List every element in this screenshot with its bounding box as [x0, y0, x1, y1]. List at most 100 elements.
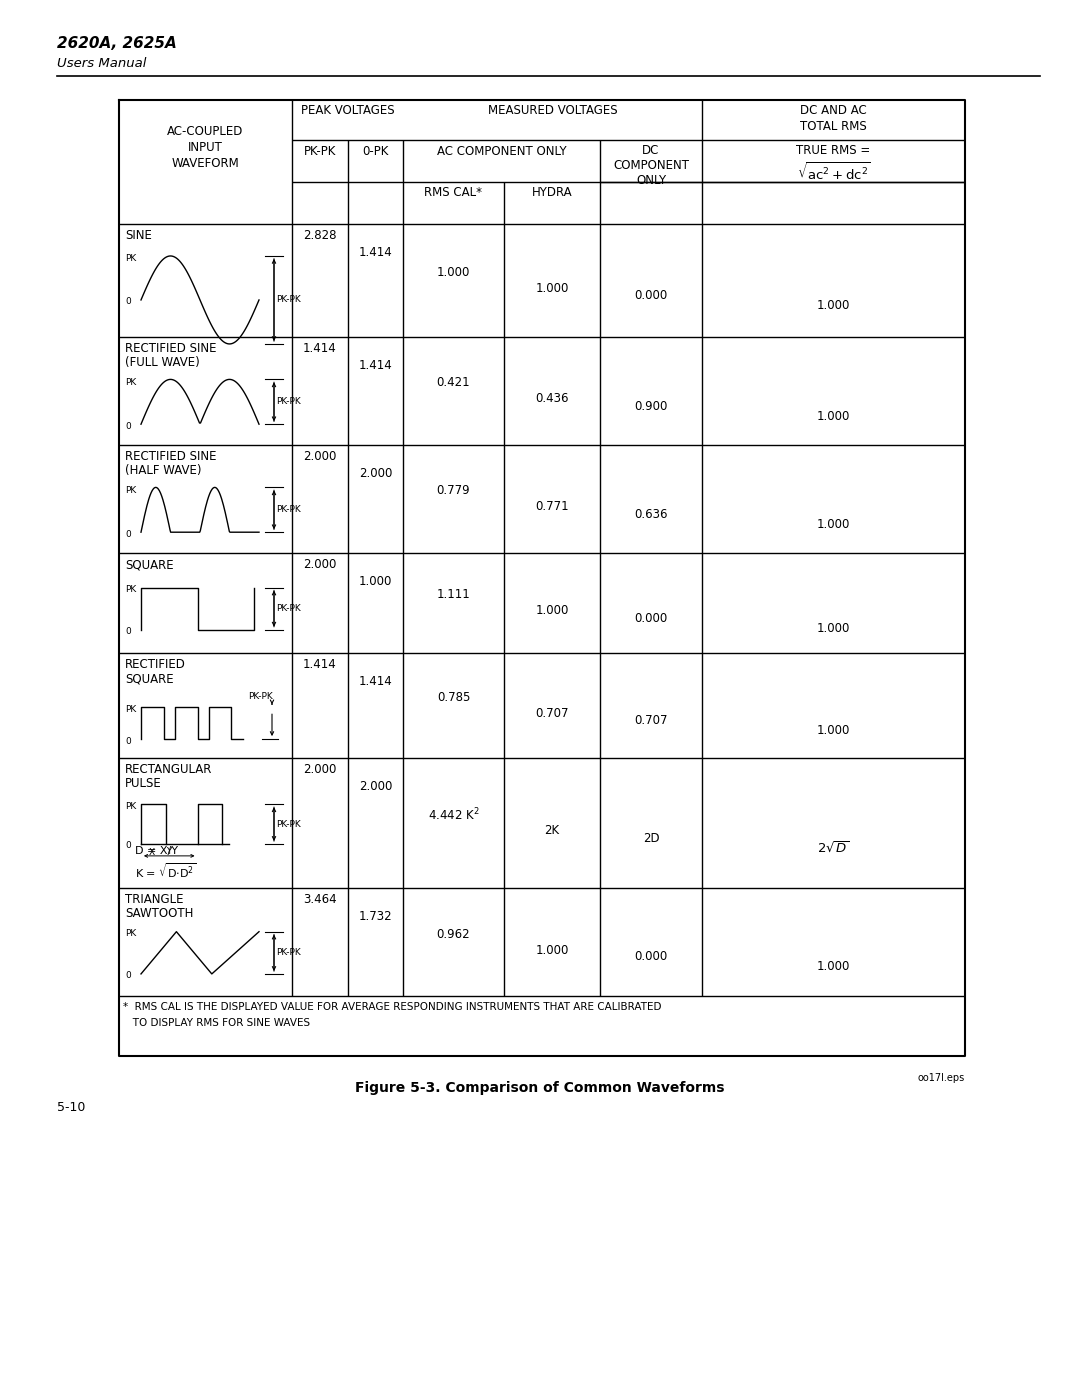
Text: 2.000: 2.000 [359, 780, 392, 793]
Text: K = $\sqrt{\mathregular{D{\cdot}D}^2}$: K = $\sqrt{\mathregular{D{\cdot}D}^2}$ [135, 861, 197, 880]
Text: 1.000: 1.000 [816, 622, 850, 634]
Text: RECTIFIED SINE: RECTIFIED SINE [125, 450, 216, 462]
Text: 2D: 2D [643, 831, 659, 845]
Text: RECTIFIED SINE: RECTIFIED SINE [125, 342, 216, 355]
Text: 0: 0 [125, 422, 131, 430]
Text: 1.000: 1.000 [816, 961, 850, 974]
Text: PK-PK: PK-PK [248, 693, 273, 701]
Text: RMS CAL*: RMS CAL* [424, 186, 483, 198]
Text: 1.000: 1.000 [436, 265, 470, 279]
Text: 2.828: 2.828 [303, 229, 337, 242]
Text: Users Manual: Users Manual [57, 57, 147, 70]
Text: 1.414: 1.414 [359, 675, 392, 687]
Text: 0: 0 [125, 841, 131, 851]
Text: 1.414: 1.414 [303, 658, 337, 671]
Text: PK-PK: PK-PK [276, 949, 300, 957]
Text: 1.000: 1.000 [816, 299, 850, 312]
Text: 1.414: 1.414 [359, 359, 392, 372]
Text: PK-PK: PK-PK [303, 145, 336, 158]
Text: 0: 0 [125, 971, 131, 981]
Text: 4.442 K$^2$: 4.442 K$^2$ [428, 806, 480, 823]
Text: PK-PK: PK-PK [276, 506, 300, 514]
Text: 0: 0 [125, 298, 131, 306]
Text: 1.111: 1.111 [436, 588, 471, 602]
Text: 2K: 2K [544, 824, 559, 837]
Text: $2\sqrt{D}$: $2\sqrt{D}$ [818, 841, 850, 855]
Text: 2.000: 2.000 [303, 557, 337, 571]
Text: PULSE: PULSE [125, 777, 162, 789]
Text: 1.732: 1.732 [359, 909, 392, 923]
Text: 0.900: 0.900 [634, 400, 667, 412]
Text: 2.000: 2.000 [303, 450, 337, 462]
Text: TRUE RMS =: TRUE RMS = [796, 144, 870, 156]
Text: $\sqrt{\mathregular{ac}^2 + \mathregular{dc}^2}$: $\sqrt{\mathregular{ac}^2 + \mathregular… [797, 162, 870, 183]
Text: Figure 5-3. Comparison of Common Waveforms: Figure 5-3. Comparison of Common Wavefor… [355, 1081, 725, 1095]
Text: PEAK VOLTAGES: PEAK VOLTAGES [300, 103, 394, 117]
Text: 0.436: 0.436 [536, 393, 569, 405]
Text: AC-COUPLED: AC-COUPLED [167, 124, 244, 138]
Text: DC: DC [643, 144, 660, 156]
Text: PK: PK [125, 705, 136, 714]
Text: 0.421: 0.421 [436, 377, 470, 390]
Text: 3.464: 3.464 [303, 893, 337, 907]
Text: SQUARE: SQUARE [125, 672, 174, 685]
Text: DC AND AC: DC AND AC [800, 103, 867, 117]
Text: (FULL WAVE): (FULL WAVE) [125, 356, 200, 369]
Text: PK-PK: PK-PK [276, 295, 300, 305]
Text: PK: PK [125, 486, 136, 495]
Text: HYDRA: HYDRA [531, 186, 572, 198]
Text: 1.000: 1.000 [816, 409, 850, 422]
Text: 0: 0 [125, 736, 131, 746]
Text: TOTAL RMS: TOTAL RMS [800, 120, 867, 133]
Text: (HALF WAVE): (HALF WAVE) [125, 464, 202, 476]
Text: 0.771: 0.771 [536, 500, 569, 514]
Text: COMPONENT: COMPONENT [613, 159, 689, 172]
Text: 1.000: 1.000 [816, 517, 850, 531]
Text: PK: PK [125, 379, 136, 387]
Text: 0.636: 0.636 [634, 507, 667, 521]
Text: 1.000: 1.000 [359, 576, 392, 588]
Text: MEASURED VOLTAGES: MEASURED VOLTAGES [488, 103, 618, 117]
Text: PK: PK [125, 585, 136, 594]
Text: 0.779: 0.779 [436, 485, 470, 497]
Text: TO DISPLAY RMS FOR SINE WAVES: TO DISPLAY RMS FOR SINE WAVES [123, 1018, 310, 1028]
Text: 0.000: 0.000 [634, 289, 667, 302]
Text: PK: PK [125, 254, 136, 264]
Text: 0.000: 0.000 [634, 950, 667, 964]
Text: D = X/Y: D = X/Y [135, 847, 178, 856]
Text: 2620A, 2625A: 2620A, 2625A [57, 36, 177, 52]
Text: PK: PK [125, 802, 136, 810]
Text: *  RMS CAL IS THE DISPLAYED VALUE FOR AVERAGE RESPONDING INSTRUMENTS THAT ARE CA: * RMS CAL IS THE DISPLAYED VALUE FOR AVE… [123, 1002, 661, 1011]
Text: PK-PK: PK-PK [276, 397, 300, 407]
Text: X: X [148, 848, 154, 856]
Text: 0.000: 0.000 [634, 612, 667, 624]
Text: 5-10: 5-10 [57, 1101, 85, 1113]
Text: SINE: SINE [125, 229, 152, 242]
Text: 1.000: 1.000 [536, 943, 569, 957]
Text: 1.414: 1.414 [303, 342, 337, 355]
Text: 0: 0 [125, 627, 131, 636]
Text: PK: PK [125, 929, 136, 939]
Text: INPUT: INPUT [188, 141, 222, 154]
Text: RECTANGULAR: RECTANGULAR [125, 763, 213, 775]
Text: 0.785: 0.785 [436, 692, 470, 704]
Text: 0: 0 [125, 529, 131, 539]
Text: 2.000: 2.000 [359, 467, 392, 481]
Text: 0.707: 0.707 [536, 707, 569, 719]
Text: AC COMPONENT ONLY: AC COMPONENT ONLY [436, 145, 566, 158]
Text: 1.000: 1.000 [816, 724, 850, 738]
Text: 1.414: 1.414 [359, 246, 392, 258]
Text: 0.962: 0.962 [436, 928, 470, 940]
Text: ONLY: ONLY [636, 175, 666, 187]
Text: PK-PK: PK-PK [276, 820, 300, 828]
Text: oo17l.eps: oo17l.eps [918, 1073, 966, 1083]
Text: 0.707: 0.707 [634, 714, 667, 726]
Text: SAWTOOTH: SAWTOOTH [125, 907, 193, 921]
Text: WAVEFORM: WAVEFORM [172, 156, 240, 170]
Text: PK-PK: PK-PK [276, 604, 300, 613]
Text: 0-PK: 0-PK [362, 145, 389, 158]
Text: Y: Y [166, 847, 172, 856]
Text: 1.000: 1.000 [536, 282, 569, 295]
Text: 1.000: 1.000 [536, 605, 569, 617]
Text: RECTIFIED: RECTIFIED [125, 658, 186, 671]
